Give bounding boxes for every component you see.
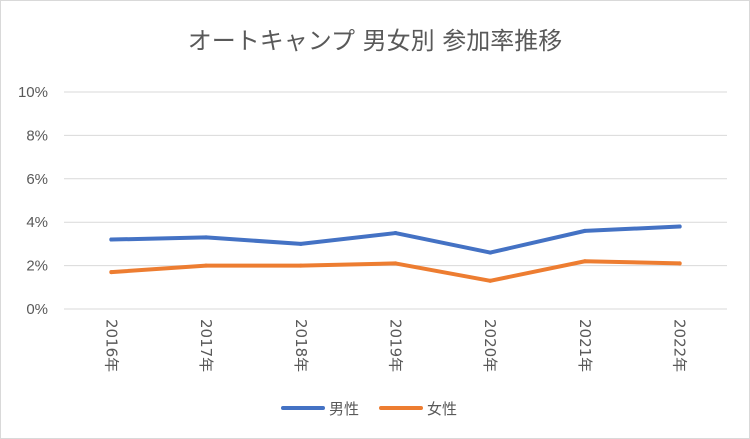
y-tick-label: 2% [26, 258, 48, 275]
x-axis-ticks: 2016年 2017年 2018年 2019年 2020年 2021年 2022年 [102, 319, 688, 372]
x-tick-label: 2018年 [292, 319, 310, 372]
legend-label: 男性 [329, 400, 359, 418]
x-tick-label: 2022年 [671, 319, 689, 372]
data-point [677, 224, 682, 229]
data-point [488, 250, 493, 255]
x-tick-label: 2019年 [387, 319, 405, 372]
series-lines [109, 224, 682, 283]
legend-label: 女性 [427, 400, 457, 418]
x-tick-label: 2016年 [102, 319, 120, 372]
x-tick-label: 2017年 [197, 319, 215, 372]
data-point [298, 263, 303, 268]
data-point [582, 228, 587, 233]
x-tick-label: 2020年 [481, 319, 499, 372]
y-tick-label: 6% [26, 171, 48, 188]
y-tick-label: 0% [26, 301, 48, 318]
y-tick-label: 10% [18, 84, 48, 101]
data-point [109, 237, 114, 242]
data-point [393, 261, 398, 266]
data-point [204, 263, 209, 268]
data-point [393, 231, 398, 236]
data-point [677, 261, 682, 266]
y-axis-ticks: 0% 2% 4% 6% 8% 10% [18, 84, 48, 318]
gridlines [64, 91, 727, 310]
y-tick-label: 8% [26, 127, 48, 144]
legend: 男性 女性 [281, 400, 457, 418]
data-point [488, 278, 493, 283]
data-point [204, 235, 209, 240]
x-tick-label: 2021年 [576, 319, 594, 372]
chart-title: オートキャンプ 男女別 参加率推移 [188, 27, 563, 55]
data-point [582, 259, 587, 264]
series-line-0 [109, 224, 682, 255]
y-tick-label: 4% [26, 214, 48, 231]
data-point [298, 241, 303, 246]
data-point [109, 270, 114, 275]
